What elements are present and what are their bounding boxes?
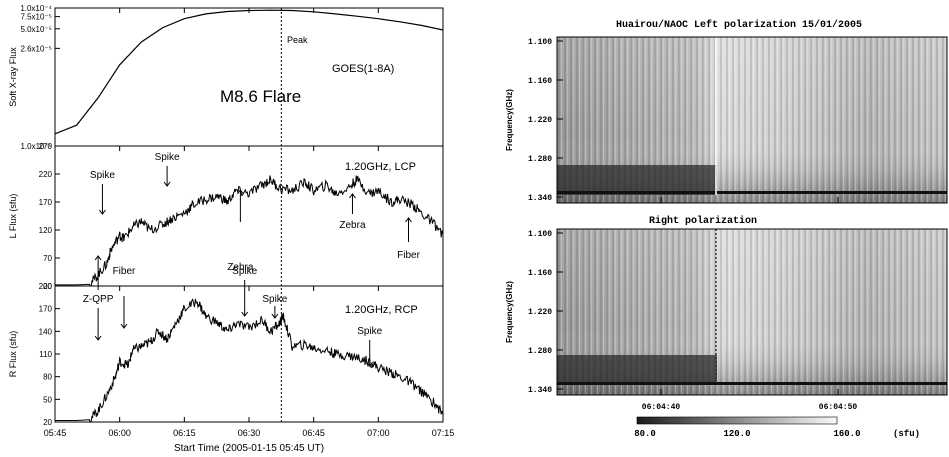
lcp-ytick-label: 170 <box>39 198 53 207</box>
x-tick-label: 06:45 <box>302 428 325 438</box>
colorbar-tick-label: 80.0 <box>634 429 656 439</box>
rcp-annotation-arrow-head <box>94 335 102 341</box>
spectrogram-right-band <box>557 382 947 385</box>
lcp-annotation-arrow-head <box>405 217 412 223</box>
xray-ylabel: Soft X-ray Flux <box>8 47 18 107</box>
lcp-annotation-label: Spike <box>155 152 180 163</box>
xray-ytick-label: 7.5x10⁻⁵ <box>20 13 52 22</box>
lcp-annotation-label: Zebra <box>339 220 366 231</box>
peak-label: Peak <box>287 35 308 45</box>
lcp-annotation-label: Fiber <box>397 250 420 261</box>
rcp-annotation-label: Z-QPP <box>83 294 114 305</box>
rcp-ytick-label: 50 <box>43 395 52 404</box>
spec-ytick-label: 1.100 <box>528 230 552 239</box>
spectrogram-ylabel-bottom: Frequency(GHz) <box>505 281 514 343</box>
rcp-flux-curve <box>55 298 444 423</box>
colorbar-ticks: 80.0 120.0 160.0 <box>634 429 860 439</box>
xray-ytick-label: 1.0x10⁻⁶ <box>20 142 52 151</box>
colorbar <box>636 416 838 425</box>
spec-ytick-label: 1.280 <box>528 347 552 356</box>
spectrogram-left-frame <box>556 36 948 204</box>
spec-xtick-label: 06:04:50 <box>819 403 858 412</box>
xray-ytick-label: 5.0x10⁻⁵ <box>20 25 52 34</box>
spec-ytick-label: 1.340 <box>528 194 552 203</box>
spectrogram-title: Huairou/NAOC Left polarization 15/01/200… <box>616 19 862 31</box>
lcp-ytick-label: 20 <box>43 282 52 291</box>
zqpp-up-arrow-head <box>94 255 102 261</box>
spectrogram-ylabel-top: Frequency(GHz) <box>505 89 514 151</box>
x-tick-label: 07:00 <box>367 428 390 438</box>
x-tick-label: 06:00 <box>108 428 131 438</box>
rcp-annotation-arrow-head <box>120 323 128 329</box>
spec-ytick-label: 1.340 <box>528 386 552 395</box>
rcp-annotation-label: Spike <box>357 326 382 337</box>
colorbar-tick-label: 160.0 <box>833 429 860 439</box>
lcp-ytick-label: 220 <box>39 170 53 179</box>
spectrogram-x-ticks: 06:04:40 06:04:50 <box>642 197 858 412</box>
lcp-ytick-label: 120 <box>39 226 53 235</box>
goes-xray-curve <box>54 9 444 135</box>
xray-y-ticks: 1.0x10⁻⁴7.5x10⁻⁵ 5.0x10⁻⁵ 2.6x10⁻⁵ 1.0x10⁻⁶ <box>20 4 60 151</box>
xray-ytick-label: 2.6x10⁻⁵ <box>20 44 52 53</box>
lcp-ytick-label: 70 <box>43 254 52 263</box>
lcp-flux-curve <box>55 175 444 287</box>
xray-panel-frame <box>54 7 444 147</box>
rcp-ylabel: R Flux (sfu) <box>8 331 18 378</box>
x-tick-label: 06:30 <box>238 428 261 438</box>
spec-ytick-label: 1.160 <box>528 77 552 86</box>
x-tick-label: 07:15 <box>432 428 455 438</box>
x-tick-label: 05:45 <box>44 428 67 438</box>
spec-ytick-label: 1.220 <box>528 116 552 125</box>
rcp-ytick-label: 110 <box>39 350 52 359</box>
spectrogram-right-dark-region <box>557 355 717 383</box>
lcp-annotation-arrow-head <box>99 209 106 215</box>
spec-ytick-label: 1.160 <box>528 269 552 278</box>
spectrogram-panels: Huairou/NAOC Left polarization 15/01/200… <box>505 19 948 439</box>
rcp-annotation-arrow-head <box>241 311 249 317</box>
rcp-y-ticks: 200 170 140 110 80 50 20 <box>39 282 60 427</box>
rcp-title: 1.20GHz, RCP <box>345 304 418 316</box>
light-curve-panels: 1.0x10⁻⁴7.5x10⁻⁵ 5.0x10⁻⁵ 2.6x10⁻⁵ 1.0x10⁻⁶… <box>8 4 454 454</box>
goes-label: GOES(1-8A) <box>332 63 394 75</box>
x-axis-ticks: 05:45 06:00 06:15 06:30 06:45 07:00 07:15 <box>44 8 455 438</box>
spectrogram-left-dark-region <box>557 165 717 195</box>
rcp-ytick-label: 80 <box>43 373 52 382</box>
lcp-annotation-label: Zebra <box>227 262 254 273</box>
spectrogram-subtitle: Right polarization <box>649 215 757 227</box>
rcp-ytick-label: 140 <box>39 327 53 336</box>
spectrogram-y-ticks: 1.100 1.160 1.220 1.280 1.340 1.100 1.160 1.220… <box>528 38 563 395</box>
rcp-annotation-label: Spike <box>232 266 257 277</box>
flare-label: M8.6 Flare <box>220 87 301 106</box>
rcp-annotation-arrow-head <box>366 361 374 367</box>
spec-xtick-label: 06:04:40 <box>642 403 681 412</box>
xray-ytick-label: 1.0x10⁻⁴ <box>20 4 52 13</box>
spectrogram-left-band <box>557 191 947 194</box>
lcp-annotation-arrow-head <box>163 181 171 187</box>
rcp-ytick-label: 200 <box>39 282 53 291</box>
rcp-annotation-label: Spike <box>262 294 287 305</box>
x-axis-label: Start Time (2005-01-15 05:45 UT) <box>174 443 324 454</box>
spec-ytick-label: 1.280 <box>528 155 552 164</box>
rcp-ytick-label: 170 <box>39 305 53 314</box>
lcp-ytick-label: 270 <box>39 142 53 151</box>
lcp-annotation-arrow-head <box>349 193 356 199</box>
spec-ytick-label: 1.100 <box>528 38 552 47</box>
x-tick-label: 06:15 <box>173 428 196 438</box>
rcp-ytick-label: 20 <box>43 418 52 427</box>
lcp-title: 1.20GHz, LCP <box>345 161 416 173</box>
lcp-y-ticks: 270 220 170 120 70 20 <box>39 142 60 291</box>
rcp-annotation-arrow-head <box>271 313 279 319</box>
spectrogram-right-frame <box>556 228 948 396</box>
lcp-annotation-label: Spike <box>90 170 115 181</box>
lcp-annotation-arrow-head <box>236 189 244 195</box>
colorbar-unit: (sfu) <box>893 429 920 439</box>
colorbar-tick-label: 120.0 <box>723 429 750 439</box>
rcp-annotation-label: Fiber <box>113 266 136 277</box>
spec-ytick-label: 1.220 <box>528 308 552 317</box>
lcp-ylabel: L Flux (sfu) <box>8 194 18 239</box>
